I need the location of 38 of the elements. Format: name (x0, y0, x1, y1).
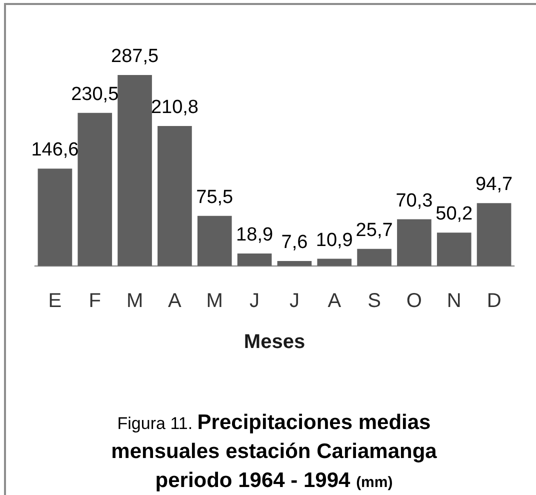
data-label: 18,9 (236, 224, 274, 246)
data-label: 75,5 (196, 186, 234, 208)
x-tick-label: S (368, 290, 381, 312)
bar (118, 75, 152, 266)
x-tick-label: N (446, 290, 462, 312)
x-tick-label: J (250, 290, 260, 312)
bar (197, 216, 232, 266)
x-tick-label: M (126, 290, 144, 312)
bar (317, 258, 352, 266)
bar (38, 168, 72, 266)
bar (158, 126, 192, 266)
bar (436, 232, 472, 266)
x-tick-label: M (206, 290, 223, 312)
x-tick-label: A (168, 290, 182, 312)
data-label: 7,6 (281, 232, 308, 253)
x-tick-label: F (88, 290, 101, 312)
data-label: 94,7 (476, 174, 513, 196)
data-label: 210,8 (150, 96, 198, 118)
data-label: 50,2 (436, 204, 473, 225)
bar (237, 253, 272, 266)
bar (277, 260, 312, 266)
data-label: 10,9 (316, 230, 353, 251)
data-label: 25,7 (356, 220, 393, 241)
x-tick-label: J (289, 290, 300, 312)
bar (397, 219, 432, 266)
x-tick-label: D (486, 290, 502, 312)
x-tick-label: A (328, 290, 342, 312)
data-label: 70,3 (396, 190, 433, 212)
data-label: 230,5 (71, 84, 119, 105)
data-label: 146,6 (31, 140, 79, 161)
x-tick-label: O (406, 290, 422, 312)
x-axis-title: Meses (244, 331, 306, 353)
x-tick-label: E (48, 290, 62, 312)
chart-title: Figura 11. Precipitaciones medias mensuales estación Cariamanga periodo 1964 - 1994 (mm) (111, 411, 437, 492)
bar (476, 203, 512, 266)
data-label: 287,5 (111, 46, 159, 67)
bar (78, 112, 112, 266)
bar (357, 248, 392, 266)
